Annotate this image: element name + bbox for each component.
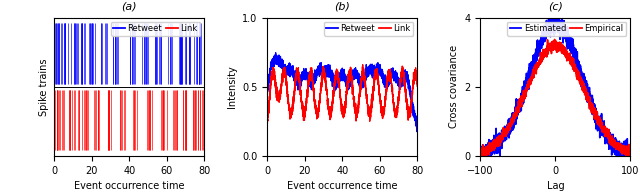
Legend: Estimated, Empirical: Estimated, Empirical [508,22,626,36]
X-axis label: Lag: Lag [547,181,564,191]
Title: (c): (c) [548,1,563,11]
X-axis label: Event occurrence time: Event occurrence time [74,181,185,191]
Y-axis label: Intensity: Intensity [227,65,237,108]
Y-axis label: Cross covariance: Cross covariance [449,45,459,128]
Legend: Retweet, Link: Retweet, Link [324,22,413,36]
X-axis label: Event occurrence time: Event occurrence time [287,181,397,191]
Title: (a): (a) [122,1,137,11]
Y-axis label: Spike trains: Spike trains [39,58,49,115]
Title: (b): (b) [335,1,350,11]
Legend: Retweet, Link: Retweet, Link [111,22,200,36]
